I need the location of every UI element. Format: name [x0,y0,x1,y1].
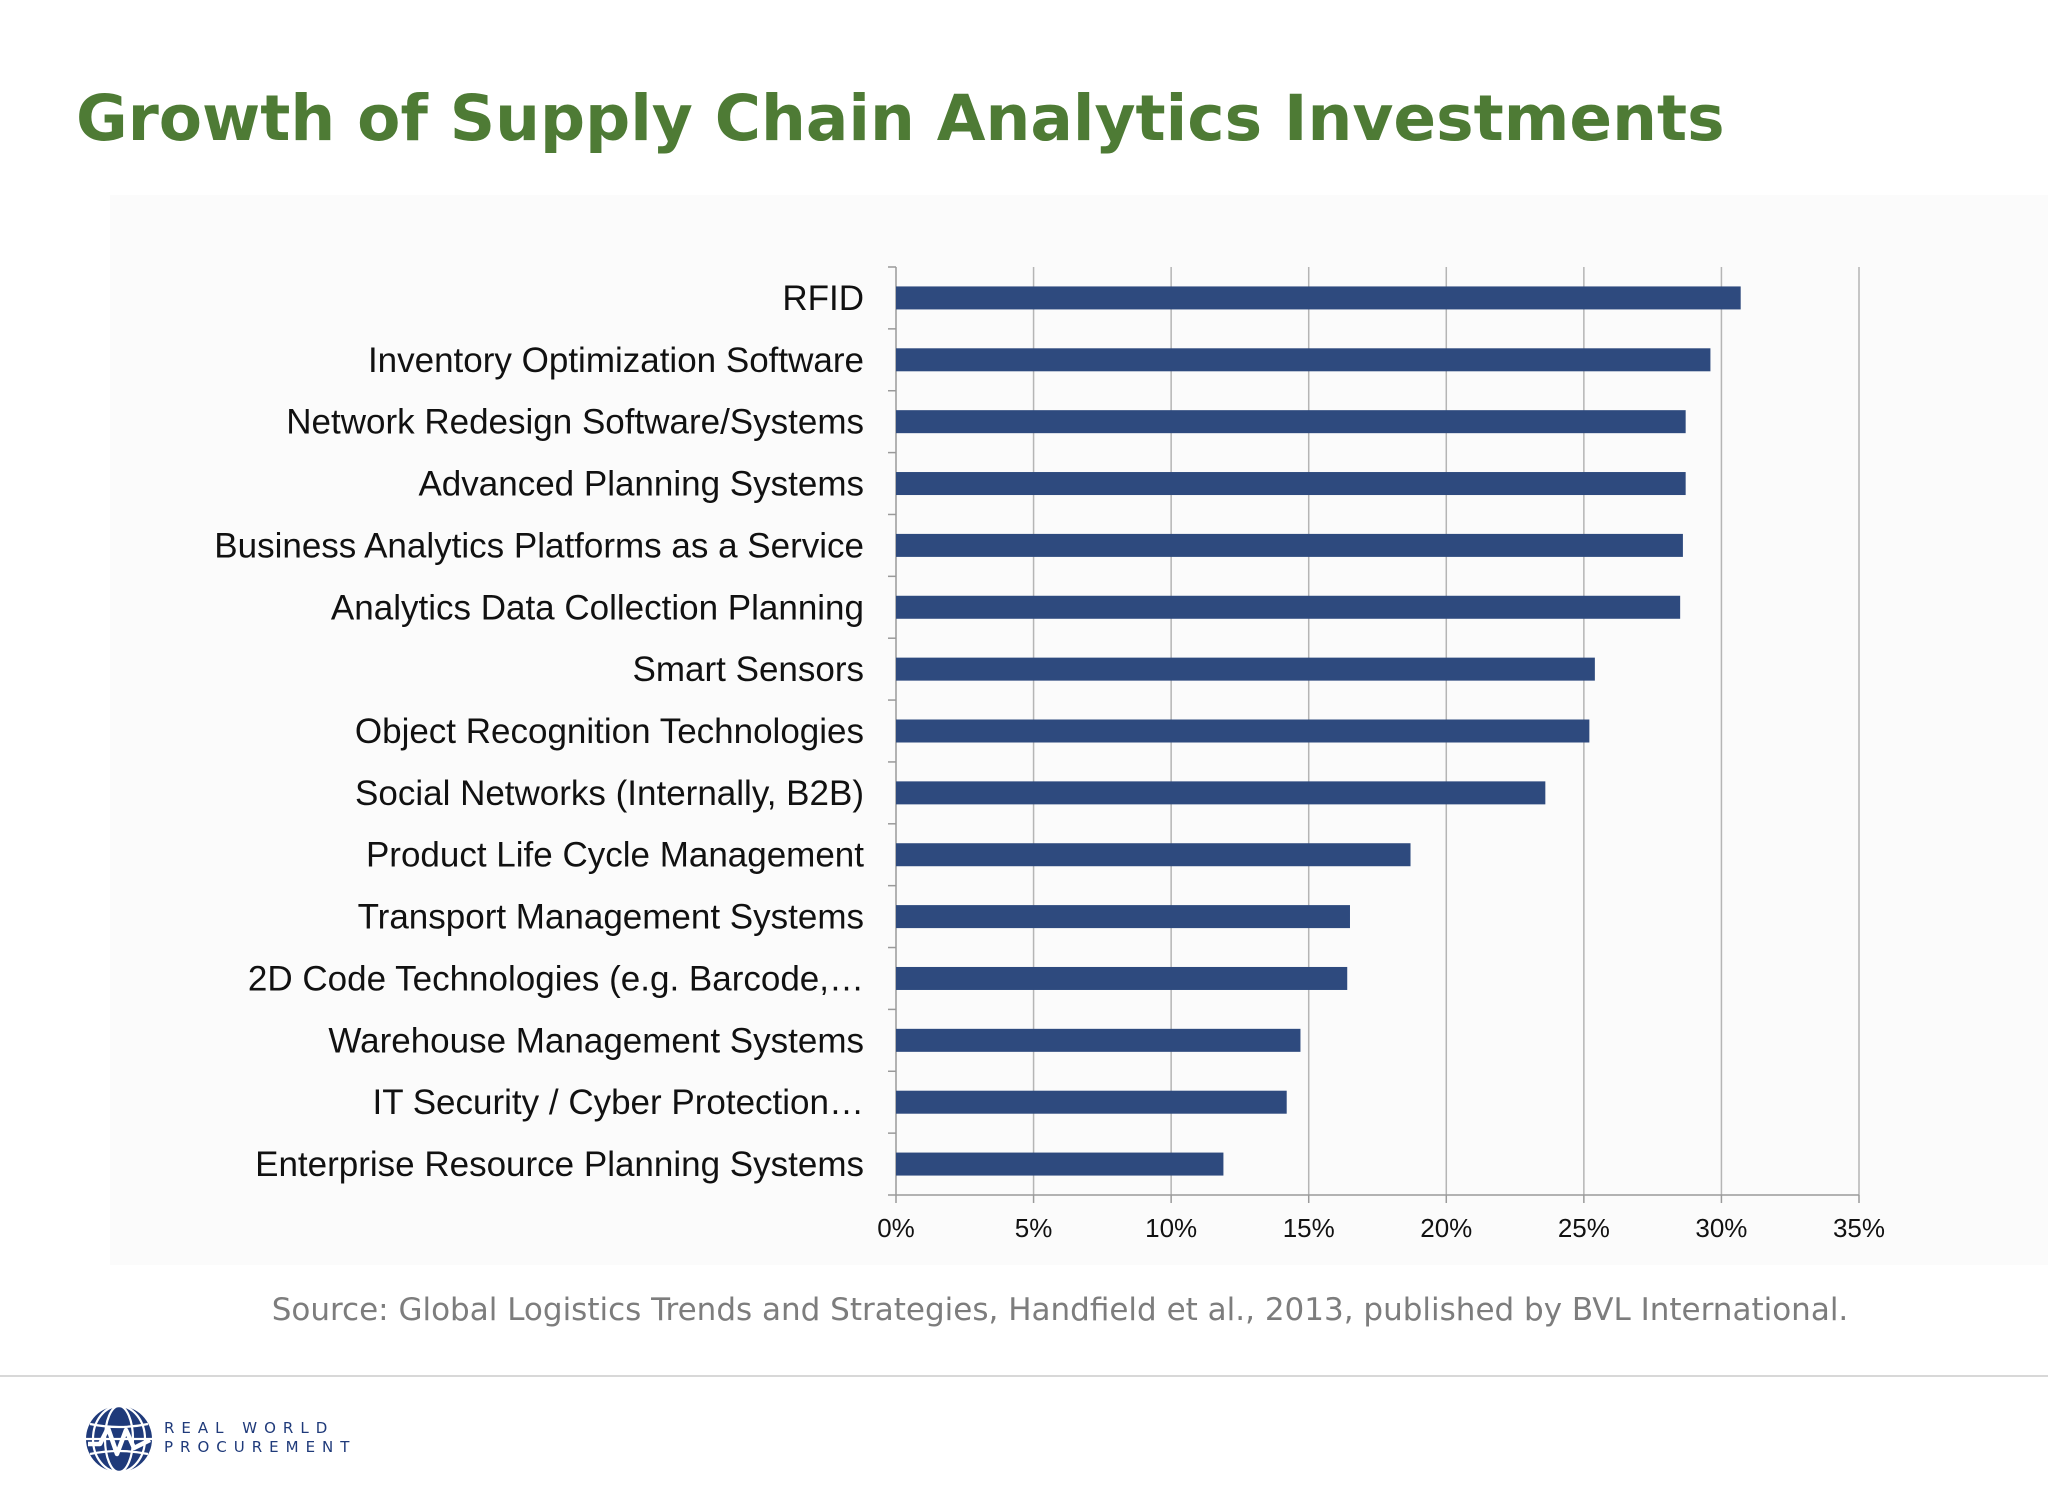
bar [896,1152,1224,1176]
bar [896,905,1350,929]
category-label: Advanced Planning Systems [418,465,864,504]
category-label: Network Redesign Software/Systems [286,403,864,442]
logo-text-line2: PROCUREMENT [164,1438,357,1456]
category-label: Enterprise Resource Planning Systems [255,1145,864,1184]
bar [896,533,1683,557]
logo-text-line1: REAL WORLD [164,1419,335,1437]
x-tick-label: 25% [1558,1213,1610,1243]
x-tick-label: 10% [1145,1213,1197,1243]
category-label: RFID [782,279,864,318]
category-label: Warehouse Management Systems [328,1021,864,1060]
company-logo: REAL WORLD PROCUREMENT [84,1404,414,1478]
x-tick-label: 35% [1833,1213,1885,1243]
x-tick-label: 5% [1015,1213,1053,1243]
x-tick-label: 15% [1283,1213,1335,1243]
category-label: IT Security / Cyber Protection… [373,1083,864,1122]
x-tick-label: 0% [877,1213,915,1243]
page-title: Growth of Supply Chain Analytics Investm… [76,82,1725,155]
bar [896,472,1686,496]
bar [896,966,1348,990]
category-label: Business Analytics Platforms as a Servic… [214,526,864,565]
bar-chart: 0% 5% 10% 15% 20% 25% 30% 35% RFID Inventory Opti… [214,266,1885,1243]
category-label: Smart Sensors [633,650,864,689]
bar [896,657,1595,681]
category-label: Transport Management Systems [358,898,864,937]
bar [896,348,1711,372]
chart-panel: 0% 5% 10% 15% 20% 25% 30% 35% RFID Inventory Opti… [110,195,2048,1265]
category-label: Social Networks (Internally, B2B) [355,774,864,813]
x-tick-label: 30% [1695,1213,1747,1243]
source-citation: Source: Global Logistics Trends and Stra… [271,1292,1849,1328]
bar [896,410,1686,434]
bar [896,1028,1301,1052]
category-label: Analytics Data Collection Planning [331,588,864,627]
category-label: Inventory Optimization Software [368,341,864,380]
bar [896,286,1741,310]
bar [896,843,1411,867]
category-label: Object Recognition Technologies [355,712,864,751]
x-tick-label: 20% [1420,1213,1472,1243]
category-label: 2D Code Technologies (e.g. Barcode,… [248,959,864,998]
globe-icon [86,1404,152,1474]
bar [896,719,1590,743]
bar [896,1090,1287,1114]
category-label: Product Life Cycle Management [366,836,864,875]
bar [896,781,1546,805]
footer-divider [0,1375,2048,1377]
bar [896,595,1681,619]
